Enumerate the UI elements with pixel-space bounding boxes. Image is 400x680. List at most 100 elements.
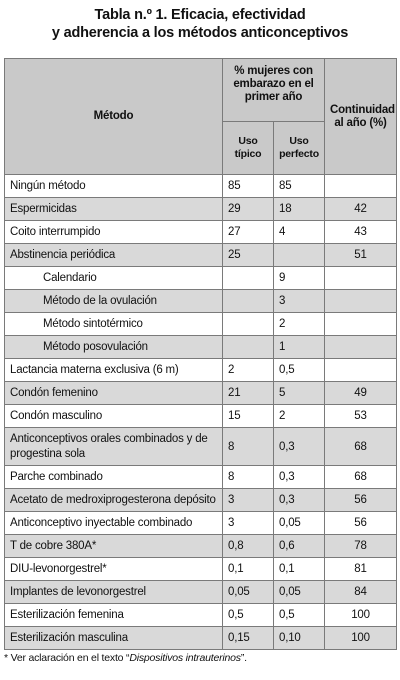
continuity-cell: 68 <box>324 465 397 489</box>
perfect-use-cell: 2 <box>273 404 325 428</box>
continuity-cell: 43 <box>324 220 397 244</box>
perfect-use-cell: 0,3 <box>273 465 325 489</box>
typical-use-cell <box>222 266 274 290</box>
header-pregnancy-pct: % mujeres con embarazo en el primer año <box>222 58 325 122</box>
method-cell: Acetato de medroxiprogesterona depósito <box>4 488 223 512</box>
footnote-suffix: ”. <box>240 652 247 664</box>
perfect-use-cell: 3 <box>273 289 325 313</box>
method-cell: T de cobre 380A* <box>4 534 223 558</box>
method-cell: Calendario <box>4 266 223 290</box>
footnote-reference: Dispositivos intrauterinos <box>129 652 241 664</box>
perfect-use-cell: 0,1 <box>273 557 325 581</box>
table-row: Espermicidas 29 18 42 <box>4 197 397 221</box>
table-row: DIU-levonorgestrel* 0,1 0,1 81 <box>4 557 397 581</box>
table-row: T de cobre 380A* 0,8 0,6 78 <box>4 534 397 558</box>
typical-use-cell: 8 <box>222 427 274 466</box>
perfect-use-cell: 0,6 <box>273 534 325 558</box>
continuity-cell <box>324 289 397 313</box>
header-method: Método <box>4 58 223 175</box>
table-row: Lactancia materna exclusiva (6 m) 2 0,5 <box>4 358 397 382</box>
method-cell: Esterilización femenina <box>4 603 223 627</box>
perfect-use-cell <box>273 243 325 267</box>
table-row: Anticonceptivos orales combinados y de p… <box>4 427 397 466</box>
continuity-cell: 56 <box>324 488 397 512</box>
header-typical-use: Uso típico <box>222 121 274 175</box>
table-row: Abstinencia periódica 25 51 <box>4 243 397 267</box>
table-title: Tabla n.º 1. Eficacia, efectividad y adh… <box>0 6 400 42</box>
continuity-cell: 84 <box>324 580 397 604</box>
footnote-prefix: * Ver aclaración en el texto “ <box>4 652 130 664</box>
continuity-cell <box>324 312 397 336</box>
typical-use-cell <box>222 312 274 336</box>
typical-use-cell: 0,05 <box>222 580 274 604</box>
table-row: Acetato de medroxiprogesterona depósito 3… <box>4 488 397 512</box>
perfect-use-cell: 0,3 <box>273 427 325 466</box>
continuity-cell: 51 <box>324 243 397 267</box>
continuity-cell: 49 <box>324 381 397 405</box>
continuity-cell: 42 <box>324 197 397 221</box>
table-row: Condón femenino 21 5 49 <box>4 381 397 405</box>
typical-use-cell <box>222 289 274 313</box>
method-cell: Parche combinado <box>4 465 223 489</box>
perfect-use-cell: 0,3 <box>273 488 325 512</box>
table-row: Método sintotérmico 2 <box>4 312 397 336</box>
typical-use-cell: 8 <box>222 465 274 489</box>
typical-use-cell: 0,8 <box>222 534 274 558</box>
typical-use-cell <box>222 335 274 359</box>
typical-use-cell: 2 <box>222 358 274 382</box>
method-cell: DIU-levonorgestrel* <box>4 557 223 581</box>
continuity-cell: 100 <box>324 626 397 650</box>
table-row: Esterilización masculina 0,15 0,10 100 <box>4 626 397 650</box>
header-perfect-use: Uso perfecto <box>273 121 325 175</box>
perfect-use-cell: 1 <box>273 335 325 359</box>
perfect-use-cell: 9 <box>273 266 325 290</box>
table-row: Método de la ovulación 3 <box>4 289 397 313</box>
table-header: Método % mujeres con embarazo en el prim… <box>4 58 397 175</box>
method-cell: Método de la ovulación <box>4 289 223 313</box>
table-row: Parche combinado 8 0,3 68 <box>4 465 397 489</box>
method-cell: Método sintotérmico <box>4 312 223 336</box>
method-cell: Método posovulación <box>4 335 223 359</box>
typical-use-cell: 0,5 <box>222 603 274 627</box>
method-cell: Condón femenino <box>4 381 223 405</box>
method-cell: Implantes de levonorgestrel <box>4 580 223 604</box>
perfect-use-cell: 0,05 <box>273 580 325 604</box>
perfect-use-cell: 0,05 <box>273 511 325 535</box>
perfect-use-cell: 18 <box>273 197 325 221</box>
perfect-use-cell: 5 <box>273 381 325 405</box>
continuity-cell: 53 <box>324 404 397 428</box>
table-row: Esterilización femenina 0,5 0,5 100 <box>4 603 397 627</box>
table-row: Método posovulación 1 <box>4 335 397 359</box>
method-cell: Abstinencia periódica <box>4 243 223 267</box>
table-row: Calendario 9 <box>4 266 397 290</box>
table-row: Anticonceptivo inyectable combinado 3 0,05… <box>4 511 397 535</box>
method-cell: Coito interrumpido <box>4 220 223 244</box>
table-row: Condón masculino 15 2 53 <box>4 404 397 428</box>
typical-use-cell: 27 <box>222 220 274 244</box>
contraceptive-table: Método % mujeres con embarazo en el prim… <box>4 58 397 650</box>
perfect-use-cell: 0,10 <box>273 626 325 650</box>
table-row: Ningún método 85 85 <box>4 174 397 198</box>
method-cell: Espermicidas <box>4 197 223 221</box>
continuity-cell <box>324 174 397 198</box>
method-cell: Ningún método <box>4 174 223 198</box>
typical-use-cell: 85 <box>222 174 274 198</box>
typical-use-cell: 0,1 <box>222 557 274 581</box>
continuity-cell <box>324 358 397 382</box>
method-cell: Esterilización masculina <box>4 626 223 650</box>
perfect-use-cell: 0,5 <box>273 358 325 382</box>
table-row: Implantes de levonorgestrel 0,05 0,05 84 <box>4 580 397 604</box>
continuity-cell <box>324 335 397 359</box>
typical-use-cell: 3 <box>222 511 274 535</box>
method-cell: Lactancia materna exclusiva (6 m) <box>4 358 223 382</box>
method-cell: Condón masculino <box>4 404 223 428</box>
typical-use-cell: 29 <box>222 197 274 221</box>
continuity-cell: 81 <box>324 557 397 581</box>
typical-use-cell: 3 <box>222 488 274 512</box>
continuity-cell: 78 <box>324 534 397 558</box>
typical-use-cell: 0,15 <box>222 626 274 650</box>
continuity-cell: 100 <box>324 603 397 627</box>
title-line-2: y adherencia a los métodos anticonceptiv… <box>51 25 349 41</box>
table-body: Ningún método 85 85 Espermicidas 29 18 42 Coito… <box>4 174 397 650</box>
footnote: * Ver aclaración en el texto “Dispositiv… <box>4 652 247 664</box>
